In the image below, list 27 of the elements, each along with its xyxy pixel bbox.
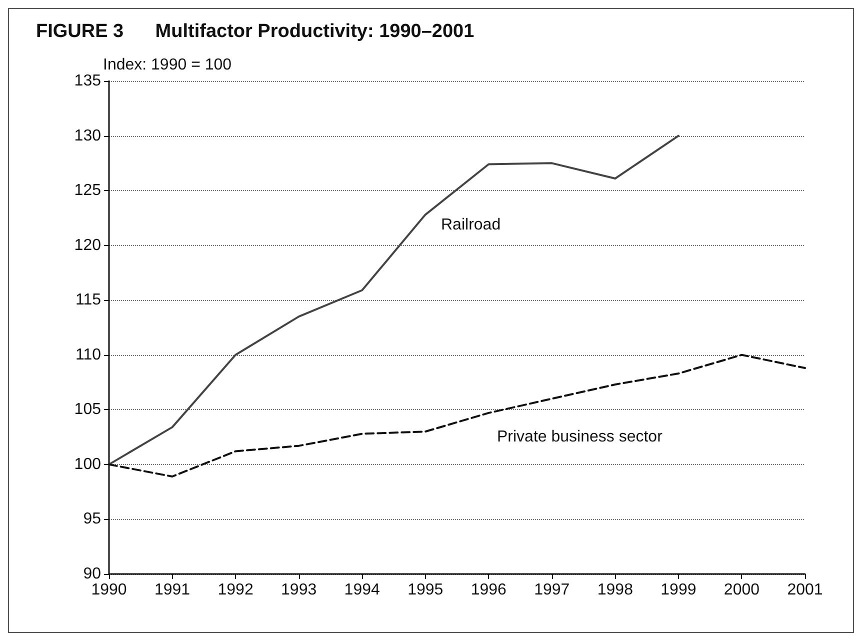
x-tick-label: 1992 — [218, 582, 254, 598]
x-tick-label: 1997 — [534, 582, 570, 598]
y-tick-label: 110 — [75, 346, 102, 364]
series-label: Railroad — [441, 216, 501, 234]
x-tick-label: 1993 — [281, 582, 317, 598]
x-tick-label: 1998 — [597, 582, 634, 598]
x-tick-label: 2001 — [787, 582, 823, 598]
line-series — [108, 134, 680, 466]
y-tick-label: 105 — [74, 401, 102, 418]
x-tick-label: 1990 — [91, 582, 127, 598]
y-axis-title: Index: 1990 = 100 — [103, 56, 232, 74]
y-tick-label: 120 — [74, 236, 102, 254]
y-tick-label: 100 — [74, 456, 102, 473]
y-tick-label: 135 — [74, 72, 102, 90]
chart-title: FIGURE 3 Multifactor Productivity: 1990–2001 — [36, 21, 475, 42]
series-label: Private business sector — [497, 428, 664, 446]
y-tick-label: 95 — [83, 510, 102, 528]
x-tick-label: 1991 — [154, 582, 190, 598]
x-tick-label: 1994 — [344, 582, 380, 598]
y-tick-label: 130 — [74, 127, 102, 144]
x-tick-label: 1996 — [470, 582, 507, 598]
y-tick-label: 115 — [75, 292, 102, 309]
y-tick-label: 90 — [83, 566, 102, 582]
x-tick-label: 1995 — [408, 582, 444, 598]
x-tick-label: 2000 — [724, 582, 760, 598]
x-tick-label: 1999 — [660, 582, 696, 598]
y-tick-label: 125 — [74, 182, 102, 200]
